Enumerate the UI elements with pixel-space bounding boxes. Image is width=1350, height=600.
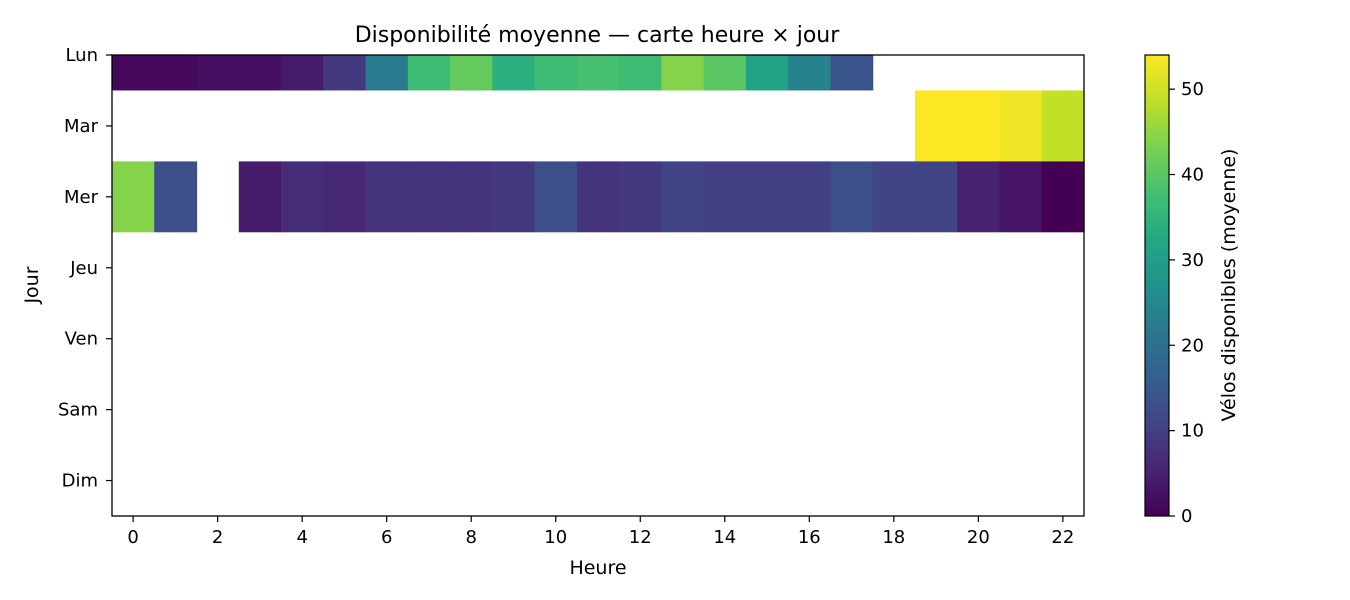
heatmap-cell xyxy=(914,161,958,233)
heatmap-cell xyxy=(154,161,198,233)
colorbar-tick-label: 30 xyxy=(1181,250,1204,271)
heatmap-cell xyxy=(154,55,198,91)
x-tick-label: 18 xyxy=(882,527,905,548)
heatmap-cell xyxy=(323,161,367,233)
heatmap-cell xyxy=(788,55,832,91)
heatmap-cell xyxy=(830,55,874,91)
heatmap-cell xyxy=(238,161,282,233)
heatmap-cell xyxy=(323,55,367,91)
heatmap-cell xyxy=(872,161,916,233)
heatmap-cell xyxy=(534,161,578,233)
heatmap-cell xyxy=(1041,90,1085,162)
x-tick-label: 0 xyxy=(127,527,138,548)
heatmap-cell xyxy=(830,161,874,233)
y-tick-label: Dim xyxy=(62,471,98,492)
heatmap-cell xyxy=(365,161,409,233)
y-tick-label: Sam xyxy=(58,400,98,421)
heatmap-cell xyxy=(957,90,1001,162)
heatmap-cell xyxy=(196,55,240,91)
heatmap-cell xyxy=(534,55,578,91)
x-axis-label: Heure xyxy=(569,557,626,579)
heatmap-cell xyxy=(661,161,705,233)
heatmap-cell xyxy=(238,55,282,91)
heatmap-cell xyxy=(703,55,747,91)
x-tick-label: 22 xyxy=(1051,527,1074,548)
colorbar-ticks: 0 10 20 30 40 50 xyxy=(1169,79,1204,527)
plot-frame xyxy=(111,54,1085,517)
heatmap-cell xyxy=(914,90,958,162)
y-tick-label: Ven xyxy=(65,329,98,350)
colorbar-tick-label: 0 xyxy=(1181,506,1192,527)
heatmap-cell xyxy=(745,161,789,233)
x-axis-ticks: 0 2 4 6 8 10 12 14 16 18 20 22 xyxy=(127,516,1074,548)
x-tick-label: 8 xyxy=(465,527,476,548)
heatmap-cell xyxy=(999,90,1043,162)
heatmap-cell xyxy=(999,161,1043,233)
heatmap-cell xyxy=(492,161,536,233)
heatmap-cell xyxy=(407,161,451,233)
heatmap-cell xyxy=(661,55,705,91)
y-tick-label: Mer xyxy=(64,187,99,208)
colorbar-tick-label: 20 xyxy=(1181,335,1204,356)
x-tick-label: 16 xyxy=(798,527,821,548)
colorbar xyxy=(1144,54,1170,517)
heatmap-cell xyxy=(619,55,662,91)
heatmap-cell xyxy=(281,161,324,233)
x-tick-label: 4 xyxy=(296,527,307,548)
x-tick-label: 20 xyxy=(967,527,990,548)
colorbar-tick-label: 40 xyxy=(1181,165,1204,186)
heatmap-cell xyxy=(492,55,536,91)
colorbar-label: Vélos disponibles (moyenne) xyxy=(1218,149,1240,422)
heatmap-cell xyxy=(957,161,1001,233)
y-axis-label: Jour xyxy=(21,266,43,304)
x-tick-label: 14 xyxy=(713,527,736,548)
heatmap-cell xyxy=(576,161,620,233)
heatmap-cell xyxy=(788,161,832,233)
y-tick-label: Jeu xyxy=(69,258,98,279)
y-tick-label: Lun xyxy=(65,45,98,66)
heatmap-cell xyxy=(281,55,324,91)
heatmap-cells xyxy=(112,55,1085,233)
x-tick-label: 12 xyxy=(629,527,652,548)
heatmap-cell xyxy=(619,161,662,233)
heatmap-cell xyxy=(450,55,493,91)
heatmap-cell xyxy=(703,161,747,233)
y-axis-ticks: Lun Mar Mer Jeu Ven Sam Dim xyxy=(58,45,112,492)
x-tick-label: 10 xyxy=(544,527,567,548)
heatmap-cell xyxy=(407,55,451,91)
chart-title: Disponibilité moyenne — carte heure × jo… xyxy=(355,23,841,48)
y-tick-label: Mar xyxy=(64,116,99,137)
heatmap-cell xyxy=(450,161,493,233)
colorbar-tick-label: 10 xyxy=(1181,421,1204,442)
heatmap-cell xyxy=(112,55,155,91)
colorbar-tick-label: 50 xyxy=(1181,79,1204,100)
x-tick-label: 6 xyxy=(381,527,392,548)
heatmap-cell xyxy=(745,55,789,91)
heatmap-cell xyxy=(1041,161,1085,233)
heatmap-cell xyxy=(576,55,620,91)
x-tick-label: 2 xyxy=(212,527,223,548)
heatmap-cell xyxy=(112,161,155,233)
heatmap-cell xyxy=(365,55,409,91)
